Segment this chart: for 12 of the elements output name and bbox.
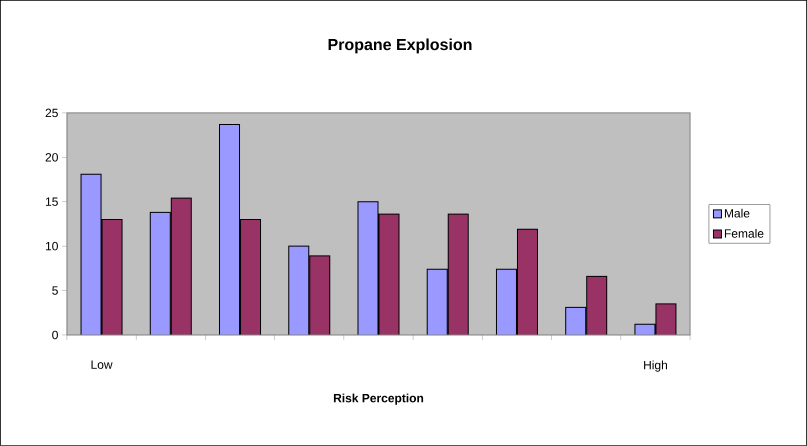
y-tick-label: 5 bbox=[52, 286, 58, 295]
x-tick-label: High bbox=[644, 360, 667, 372]
x-axis-title: Risk Perception bbox=[334, 394, 424, 405]
legend-label: Female bbox=[724, 229, 764, 238]
legend-label: Male bbox=[724, 208, 750, 218]
y-tick-label: 10 bbox=[46, 242, 58, 250]
x-tick-label: Low bbox=[92, 360, 113, 369]
y-tick-label: 25 bbox=[46, 108, 58, 118]
y-tick-label: 20 bbox=[46, 153, 58, 162]
y-tick-label: 15 bbox=[46, 198, 58, 206]
chart-title: Propane Explosion bbox=[328, 38, 472, 54]
y-tick-label: 0 bbox=[52, 330, 58, 340]
